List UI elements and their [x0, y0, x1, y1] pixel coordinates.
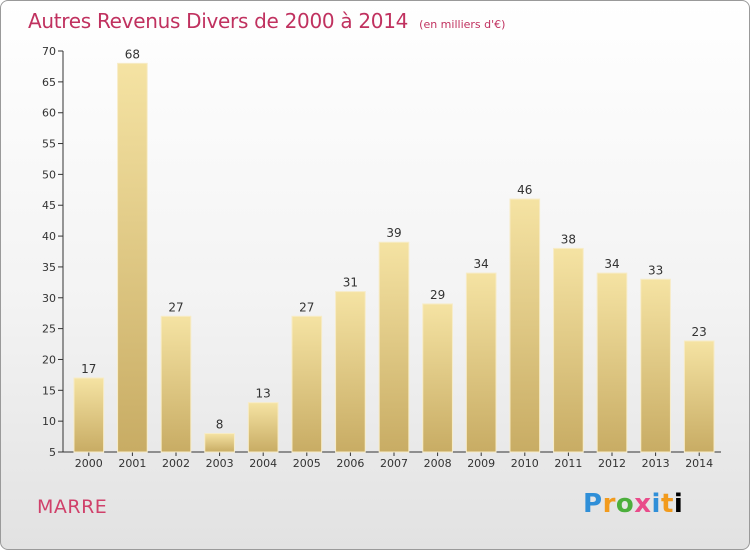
- bar-2002[interactable]: [160, 315, 192, 453]
- x-tick-label-2001: 2001: [118, 457, 146, 470]
- bars: [73, 62, 715, 453]
- data-label-2011: 38: [561, 232, 576, 246]
- data-label-2014: 23: [692, 325, 707, 339]
- bar-2012[interactable]: [596, 272, 628, 453]
- x-axis: 2000 2001 2002 2003 2004 2005 2006 2007 2008 2009…: [63, 451, 721, 470]
- data-label-2004: 13: [256, 387, 271, 401]
- data-label-2000: 17: [81, 362, 96, 376]
- bar-2011[interactable]: [553, 247, 584, 453]
- data-label-2006: 31: [343, 276, 358, 290]
- data-label-2013: 33: [648, 263, 663, 277]
- data-label-2001: 68: [125, 47, 140, 61]
- logo-letter: x: [634, 489, 652, 519]
- chart-title-block: Autres Revenus Divers de 2000 à 2014 (en…: [28, 9, 505, 33]
- logo-letter: i: [651, 489, 661, 519]
- logo-letter: t: [660, 489, 674, 519]
- proxiti-logo[interactable]: Proxiti: [583, 489, 683, 519]
- y-axis: 5 10 15 20 25 30 35 40 45 50 55 60 65 70: [42, 45, 64, 459]
- bar-2009[interactable]: [465, 272, 497, 453]
- y-tick-label: 45: [42, 199, 56, 212]
- data-label-2002: 27: [168, 300, 183, 314]
- x-tick-label-2000: 2000: [75, 457, 103, 470]
- x-tick-label-2007: 2007: [380, 457, 408, 470]
- y-tick-label: 55: [42, 138, 56, 151]
- bar-2004[interactable]: [247, 402, 279, 453]
- commune-name: MARRE: [37, 496, 108, 518]
- logo-letter: o: [615, 489, 635, 519]
- bar-2006[interactable]: [335, 291, 366, 453]
- y-tick-label: 25: [42, 323, 56, 336]
- chart-title: Autres Revenus Divers de 2000 à 2014: [28, 9, 409, 33]
- y-tick-label: 65: [42, 76, 56, 89]
- x-tick-label-2005: 2005: [293, 457, 321, 470]
- bar-2008[interactable]: [422, 303, 453, 453]
- data-label-2012: 34: [604, 257, 619, 271]
- bar-2001[interactable]: [117, 62, 148, 453]
- logo-letter: P: [583, 489, 603, 519]
- bar-2014[interactable]: [683, 340, 715, 453]
- bar-2000[interactable]: [73, 377, 105, 453]
- data-label-2008: 29: [430, 288, 445, 302]
- x-tick-label-2011: 2011: [554, 457, 582, 470]
- x-tick-label-2008: 2008: [424, 457, 452, 470]
- data-label-2003: 8: [216, 417, 224, 431]
- logo-letter: i: [673, 489, 684, 519]
- data-label-2009: 34: [474, 257, 489, 271]
- logo-letter: r: [602, 489, 616, 519]
- x-tick-label-2004: 2004: [249, 457, 277, 470]
- y-tick-label: 60: [42, 107, 56, 120]
- data-label-2010: 46: [517, 183, 532, 197]
- x-tick-label-2009: 2009: [467, 457, 495, 470]
- y-tick-label: 20: [42, 353, 56, 366]
- bar-2005[interactable]: [291, 315, 323, 453]
- x-tick-label-2006: 2006: [336, 457, 364, 470]
- x-tick-label-2002: 2002: [162, 457, 190, 470]
- x-tick-label-2003: 2003: [206, 457, 234, 470]
- chart-subtitle: (en milliers d'€): [419, 18, 506, 31]
- bar-2007[interactable]: [378, 241, 410, 453]
- x-tick-label-2010: 2010: [511, 457, 539, 470]
- data-labels: 17 68 27 8 13 27 31 39 29 34 46 38 34 33 23: [81, 47, 707, 431]
- x-tick-label-2014: 2014: [685, 457, 713, 470]
- y-tick-label: 50: [42, 168, 56, 181]
- y-tick-label: 5: [49, 446, 56, 459]
- y-tick-label: 15: [42, 384, 56, 397]
- x-tick-label-2013: 2013: [642, 457, 670, 470]
- data-label-2007: 39: [386, 226, 401, 240]
- bar-2013[interactable]: [640, 278, 671, 453]
- data-label-2005: 27: [299, 300, 314, 314]
- bar-2010[interactable]: [509, 198, 541, 453]
- y-tick-label: 35: [42, 261, 56, 274]
- y-tick-label: 10: [42, 415, 56, 428]
- bar-2003[interactable]: [204, 432, 235, 453]
- y-tick-label: 70: [42, 45, 56, 58]
- y-tick-label: 30: [42, 292, 56, 305]
- y-tick-label: 40: [42, 230, 56, 243]
- x-tick-label-2012: 2012: [598, 457, 626, 470]
